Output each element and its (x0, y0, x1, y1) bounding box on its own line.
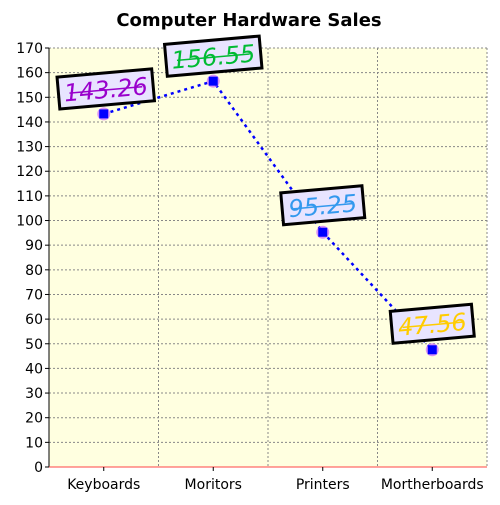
y-tick-label: 80 (25, 263, 43, 279)
x-tick-label: Printers (296, 477, 350, 493)
y-tick-label: 170 (16, 41, 43, 57)
data-label: 95.25 (279, 184, 367, 227)
data-label-strike (402, 321, 463, 329)
x-tick-labels: Keyboards Moritors Printers Mortherboards (67, 477, 483, 493)
data-point-marker (99, 109, 109, 119)
chart-title: Computer Hardware Sales (116, 10, 381, 31)
data-label-strike (69, 85, 143, 94)
data-label-box (279, 184, 367, 227)
y-tick-label: 0 (34, 460, 43, 476)
series-line-path (103, 79, 434, 351)
y-tick-label: 40 (25, 361, 43, 377)
axes (45, 47, 487, 471)
y-tick-label: 100 (16, 214, 43, 230)
x-tick-label: Mortherboards (381, 477, 484, 493)
y-tick-labels: 0 10 20 30 40 50 60 70 80 90 100 110 120 130 140 150 160… (16, 41, 43, 476)
y-tick-label: 140 (16, 115, 43, 131)
y-tick-label: 160 (16, 66, 43, 82)
data-label: 156.55 (162, 34, 264, 78)
y-tick-label: 150 (16, 90, 43, 106)
y-tick-label: 60 (25, 312, 43, 328)
series-line (103, 79, 434, 351)
data-label: 143.26 (55, 67, 157, 111)
y-tick-label: 50 (25, 337, 43, 353)
x-tick-label: Keyboards (67, 477, 140, 493)
data-point (97, 107, 111, 121)
x-tick-label: Moritors (185, 477, 242, 493)
markers (97, 74, 439, 357)
data-label-box (55, 67, 157, 111)
y-tick-label: 20 (25, 411, 43, 427)
y-tick-label: 70 (25, 287, 43, 303)
data-label-box (388, 302, 476, 345)
data-point (425, 343, 439, 357)
data-point (316, 225, 330, 239)
y-tick-label: 110 (16, 189, 43, 205)
data-point-marker (318, 227, 328, 237)
y-tick-label: 130 (16, 140, 43, 156)
data-label-box (162, 34, 264, 78)
data-label-strike (176, 53, 250, 62)
y-tick-label: 120 (16, 164, 43, 180)
data-label-strike (293, 202, 353, 210)
y-tick-label: 90 (25, 238, 43, 254)
data-point-marker (427, 345, 437, 355)
y-tick-label: 10 (25, 435, 43, 451)
data-point-marker (208, 76, 218, 86)
data-point (206, 74, 220, 88)
y-tick-label: 30 (25, 386, 43, 402)
data-label: 47.56 (388, 302, 476, 345)
